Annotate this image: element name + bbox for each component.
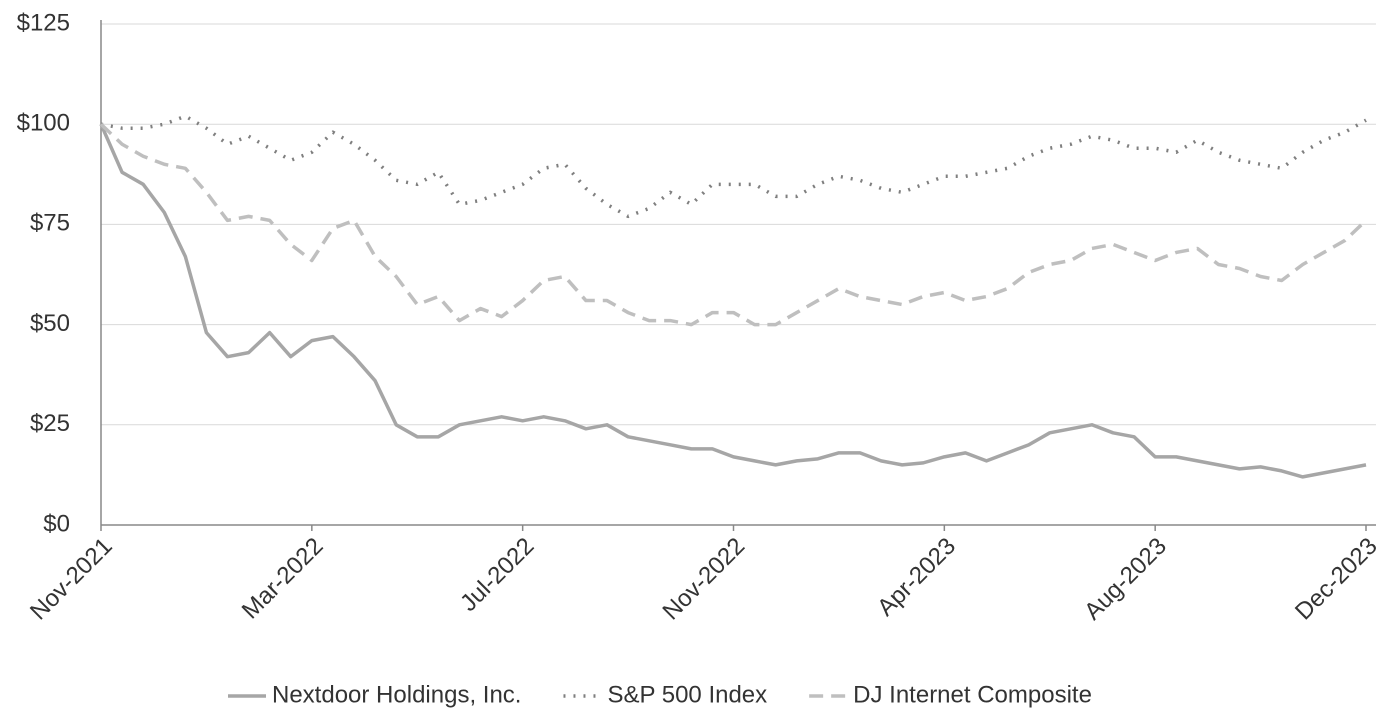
legend-label: S&P 500 Index (607, 681, 767, 708)
x-tick-label: Nov-2022 (658, 533, 751, 626)
legend: Nextdoor Holdings, Inc. S&P 500 Index DJ I… (228, 681, 1092, 708)
y-tick-label: $100 (17, 110, 70, 137)
legend-label: DJ Internet Composite (853, 681, 1092, 708)
x-tick-label: Dec-2023 (1290, 533, 1383, 626)
x-tick-label: Nov-2021 (25, 533, 118, 626)
y-tick-label: $0 (43, 510, 70, 537)
series-line (99, 123, 1367, 479)
y-tick-label: $125 (17, 9, 70, 36)
x-tick-label: Apr-2023 (872, 533, 961, 622)
series-line (100, 114, 1367, 219)
x-tick-label: Aug-2023 (1079, 533, 1172, 626)
x-tick-label: Mar-2022 (237, 533, 329, 625)
y-tick-label: $75 (30, 210, 70, 237)
y-tick-label: $25 (30, 410, 70, 437)
series-line (99, 122, 1368, 327)
x-tick-label: Jul-2022 (455, 533, 539, 617)
legend-label: Nextdoor Holdings, Inc. (272, 681, 521, 708)
y-tick-label: $50 (30, 310, 70, 337)
